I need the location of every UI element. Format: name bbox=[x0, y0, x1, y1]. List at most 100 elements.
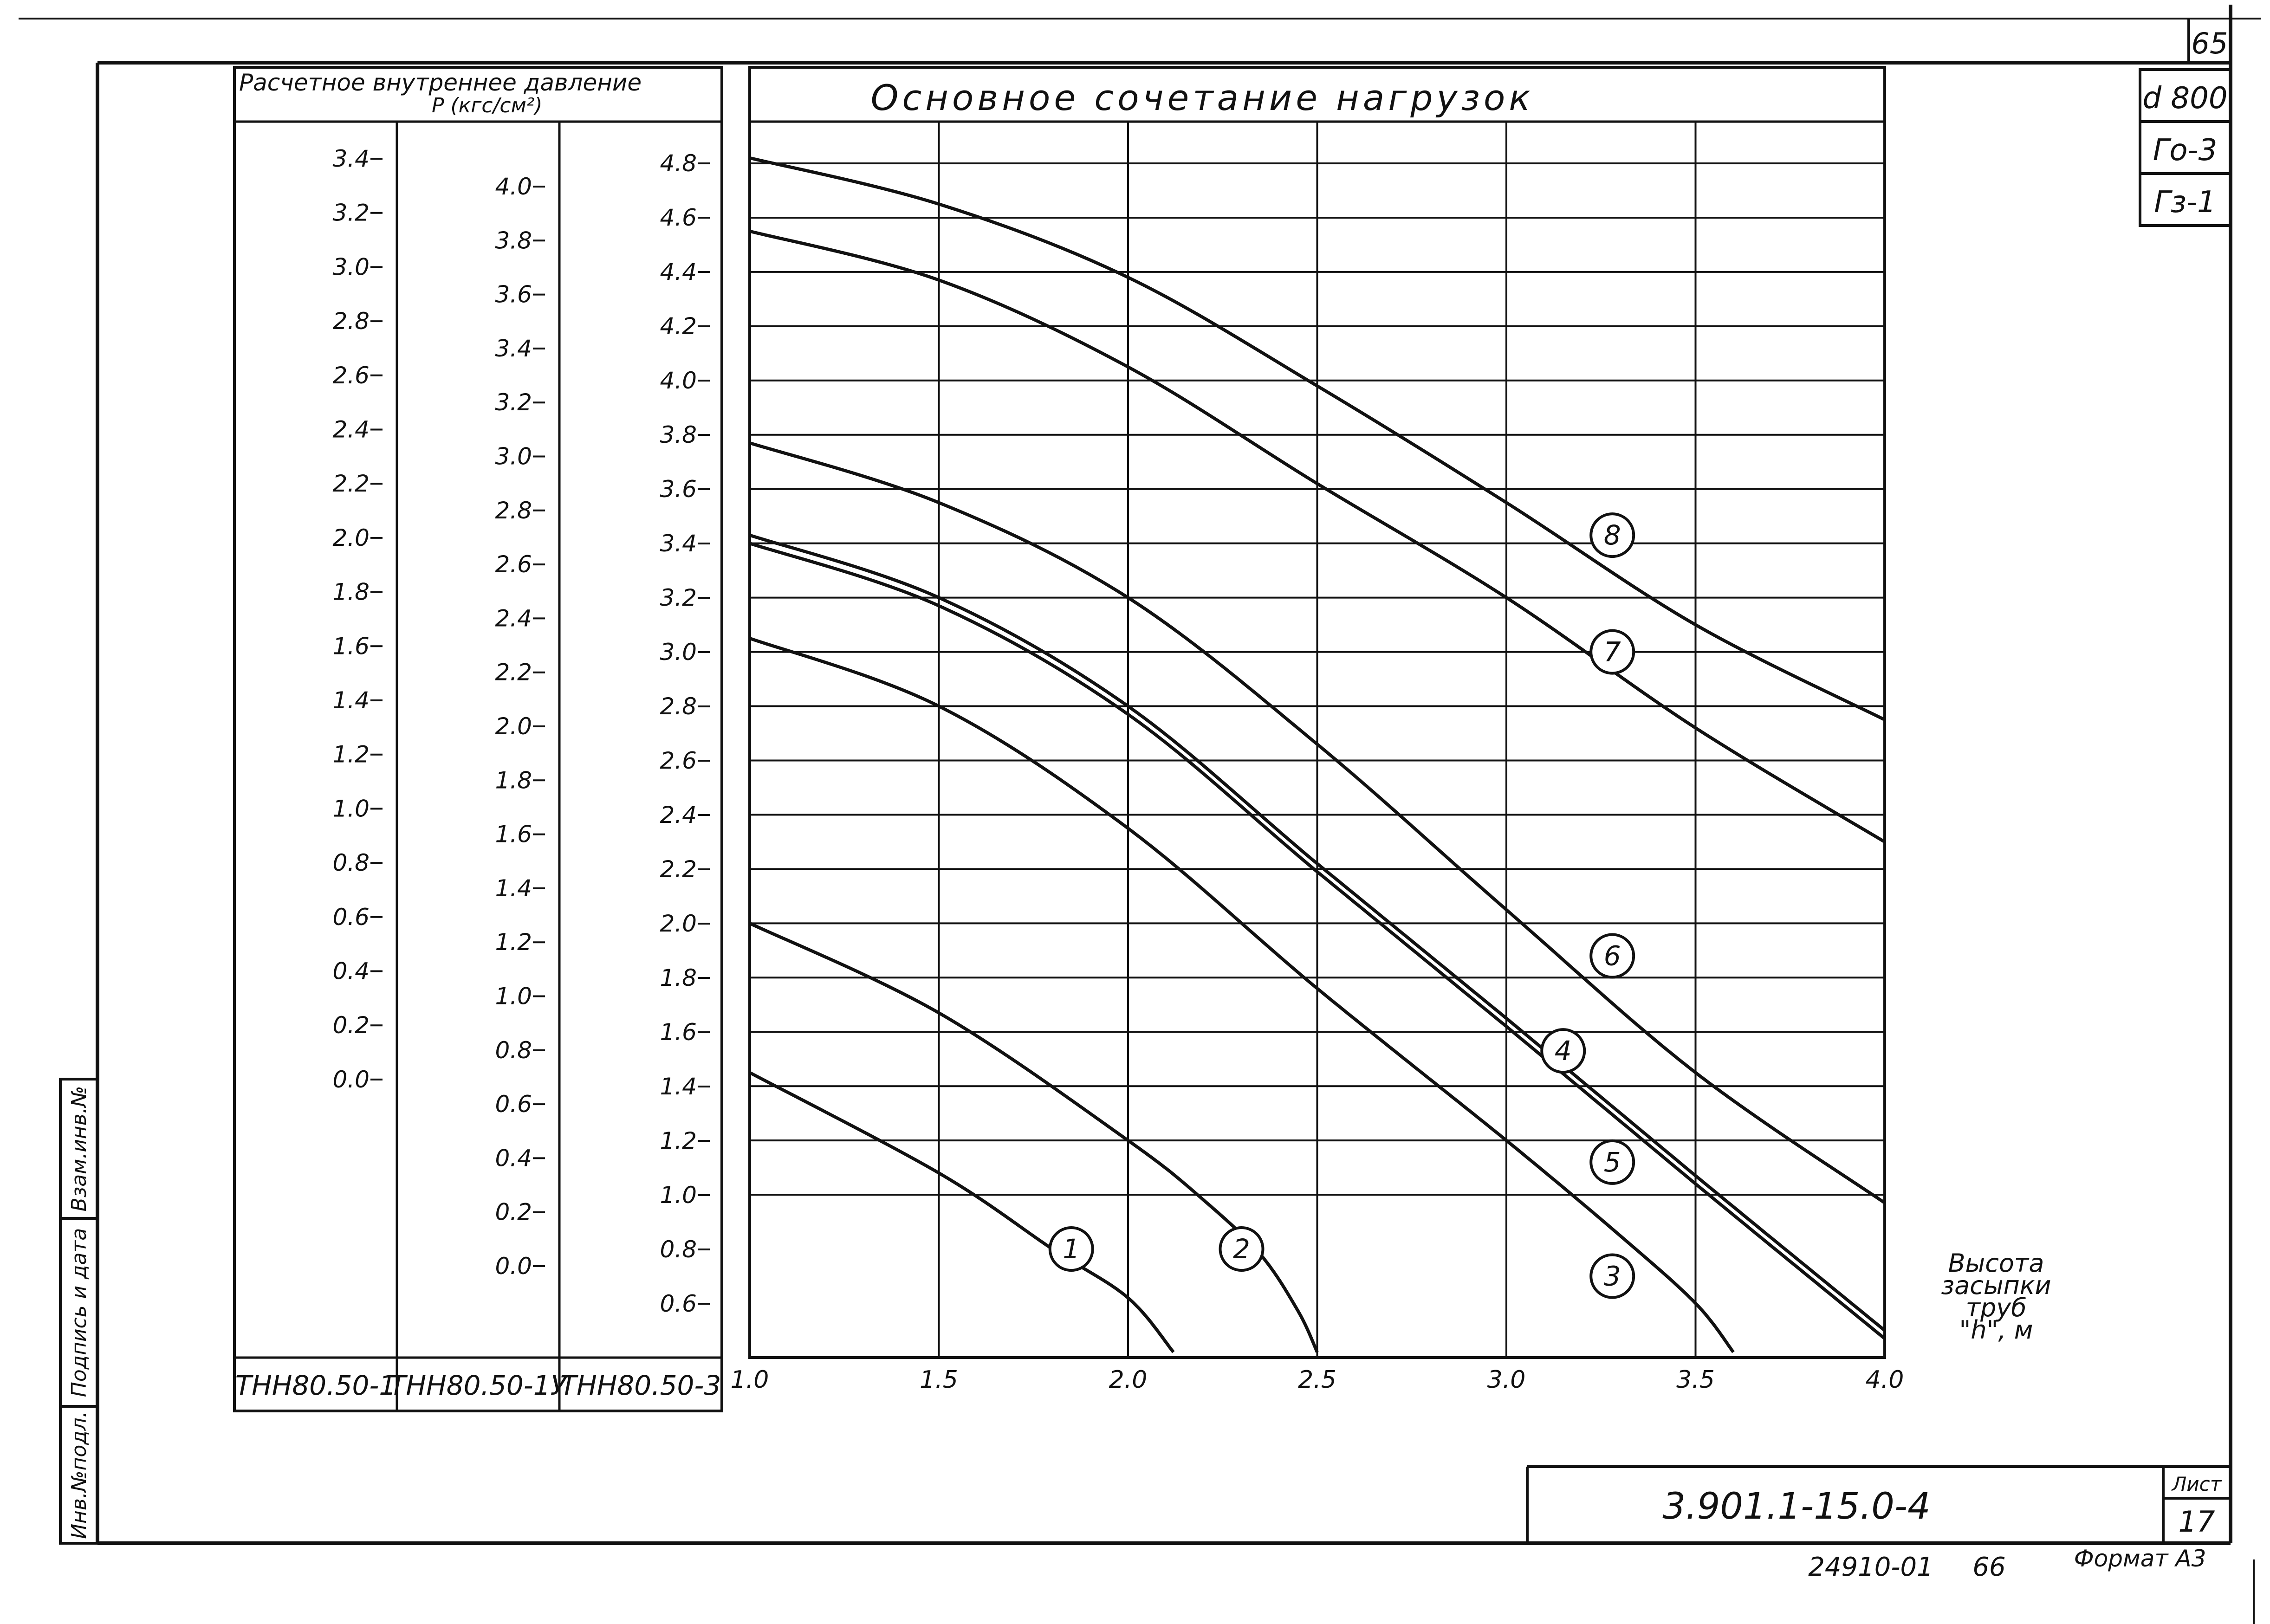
pressure-tick-label: 1.4 bbox=[660, 1073, 697, 1100]
curve-marker-label: 8 bbox=[1604, 519, 1621, 551]
parameter-boxes: d 800 Го-3 Гз-1 bbox=[2139, 68, 2232, 227]
pipe-column-name-1: ТНН80.50-1 bbox=[235, 1370, 396, 1401]
pressure-tick-label: 4.6 bbox=[660, 204, 697, 231]
x-tick-label: 2.0 bbox=[1109, 1366, 1148, 1394]
pressure-tick-label: 1.2 bbox=[332, 741, 370, 768]
pressure-tick-label: 3.2 bbox=[332, 200, 370, 226]
pipe-column-name-2: ТНН80.50-1У bbox=[389, 1370, 569, 1401]
sheet-frame bbox=[19, 5, 2261, 1624]
pressure-tick-label: 0.6 bbox=[660, 1290, 697, 1317]
curve-marker-circle bbox=[1589, 512, 1635, 558]
pressure-tick-label: 4.0 bbox=[495, 173, 532, 200]
pressure-tick-label: 0.4 bbox=[495, 1145, 532, 1171]
pressure-tick-label: 2.2 bbox=[660, 856, 697, 883]
pressure-tick-label: 0.0 bbox=[495, 1253, 532, 1280]
curve-marker-circle bbox=[1589, 933, 1635, 979]
curve-4 bbox=[750, 533, 1885, 1332]
x-tick-label: 1.5 bbox=[920, 1366, 958, 1394]
pressure-tick-label: 2.4 bbox=[495, 605, 532, 632]
pressure-tick-label: 4.8 bbox=[660, 150, 697, 177]
pipe-column-name-3: ТНН80.50-3 bbox=[560, 1370, 721, 1401]
stamp-signature-date: Подпись и дата bbox=[67, 1228, 91, 1397]
pressure-tick-label: 3.0 bbox=[660, 639, 697, 666]
pressure-tick-label: 2.8 bbox=[495, 497, 532, 524]
x-tick-labels: 1.0 1.5 2.0 2.5 3.0 3.5 4.0 bbox=[731, 1366, 1904, 1394]
x-tick-label: 2.5 bbox=[1298, 1366, 1336, 1394]
stamp-inv-orig: Инв.№подл. bbox=[67, 1411, 91, 1539]
title-block: 3.901.1-15.0-4 Лист 17 24910-01 66 Форма… bbox=[1526, 1465, 2231, 1582]
pressure-tick-label: 1.6 bbox=[660, 1019, 697, 1046]
pressure-tick-label: 2.6 bbox=[660, 747, 697, 774]
pressure-tick-label: 2.6 bbox=[495, 551, 532, 578]
pressure-tick-label: 0.6 bbox=[495, 1091, 532, 1118]
x-tick-label: 3.5 bbox=[1676, 1366, 1715, 1394]
pressure-tick-label: 2.2 bbox=[495, 659, 532, 686]
curve-marker-circle bbox=[1048, 1226, 1094, 1272]
curve-marker-circle bbox=[1540, 1028, 1586, 1074]
page-number-box: 65 bbox=[2187, 19, 2228, 63]
pressure-tick-label: 2.8 bbox=[660, 693, 697, 720]
pressure-tick-label: 1.4 bbox=[495, 875, 532, 902]
pressure-tick-label: 0.2 bbox=[332, 1012, 370, 1039]
x-tick-label: 1.0 bbox=[731, 1366, 769, 1394]
pressure-tick-label: 0.8 bbox=[332, 849, 370, 876]
curve-marker-7: 7 bbox=[1589, 629, 1635, 675]
curve-marker-circle bbox=[1589, 1253, 1635, 1299]
pressure-tick-label: 2.0 bbox=[332, 524, 370, 551]
pressure-tick-label: 3.6 bbox=[660, 476, 697, 503]
stamp-replacement-inv: Взам.инв.№ bbox=[67, 1086, 91, 1212]
pressure-scale-table: Расчетное внутреннее давление P (кгс/см²… bbox=[233, 66, 723, 1412]
chart-title: Основное сочетание нагрузок bbox=[871, 77, 1534, 118]
left-stamp: Инв.№подл. Подпись и дата Взам.инв.№ bbox=[59, 1078, 99, 1545]
curve-5 bbox=[750, 542, 1885, 1340]
pressure-tick-label: 1.0 bbox=[495, 983, 532, 1010]
curve-3 bbox=[750, 637, 1735, 1353]
curve-marker-2: 2 bbox=[1219, 1226, 1265, 1272]
x-axis-label: Высота засыпки труб "h", м bbox=[1941, 1249, 2051, 1345]
pressure-tick-label: 4.4 bbox=[660, 259, 697, 285]
pressure-tick-label: 3.4 bbox=[660, 530, 697, 557]
x-tick-label: 3.0 bbox=[1487, 1366, 1526, 1394]
curve-7 bbox=[750, 229, 1885, 843]
pressure-table-unit: P (кгс/см²) bbox=[432, 94, 543, 117]
document-code: 3.901.1-15.0-4 bbox=[1662, 1486, 1930, 1527]
pressure-tick-label: 0.2 bbox=[495, 1199, 532, 1226]
x-tick-label: 4.0 bbox=[1866, 1366, 1904, 1394]
curve-marker-circle bbox=[1219, 1226, 1265, 1272]
bottom-stamp-code: 24910-01 bbox=[1808, 1552, 1933, 1582]
curve-series bbox=[750, 156, 1885, 1353]
curve-marker-1: 1 bbox=[1048, 1226, 1094, 1272]
diameter-label: d 800 bbox=[2142, 81, 2227, 116]
curve-marker-label: 6 bbox=[1604, 940, 1621, 972]
pressure-tick-label: 3.4 bbox=[332, 145, 370, 172]
curve-marker-circle bbox=[1589, 629, 1635, 675]
pressure-tick-label: 0.4 bbox=[332, 958, 370, 985]
pressure-tick-label: 1.6 bbox=[332, 633, 370, 660]
pressure-tick-label: 1.0 bbox=[332, 795, 370, 822]
pressure-tick-label: 0.0 bbox=[332, 1066, 370, 1093]
curve-marker-5: 5 bbox=[1589, 1139, 1635, 1185]
curve-1 bbox=[750, 1071, 1175, 1353]
curve-markers: 1 2 3 4 5 6 7 8 bbox=[1048, 512, 1635, 1299]
curve-marker-label: 7 bbox=[1604, 636, 1621, 668]
bottom-stamp-number: 66 bbox=[1972, 1552, 2005, 1582]
pressure-tick-label: 2.8 bbox=[332, 308, 370, 335]
pressure-table-header: Расчетное внутреннее давление bbox=[239, 69, 642, 96]
pressure-tick-label: 1.2 bbox=[495, 929, 532, 956]
pressure-tick-label: 3.0 bbox=[495, 443, 532, 470]
pressure-tick-label: 3.6 bbox=[495, 281, 532, 308]
pressure-tick-label: 1.6 bbox=[495, 821, 532, 848]
curve-6 bbox=[750, 441, 1885, 1204]
sheet-number: 17 bbox=[2179, 1505, 2215, 1539]
pressure-tick-label: 1.2 bbox=[660, 1127, 697, 1154]
curve-marker-8: 8 bbox=[1589, 512, 1635, 558]
page-number-top: 65 bbox=[2192, 26, 2228, 60]
pressure-tick-label: 3.2 bbox=[660, 584, 697, 611]
curve-marker-label: 5 bbox=[1604, 1146, 1621, 1178]
pressure-tick-label: 2.6 bbox=[332, 362, 370, 389]
pressure-tick-label: 3.0 bbox=[332, 253, 370, 280]
pressure-tick-label: 0.8 bbox=[660, 1236, 697, 1263]
pressure-tick-label: 3.4 bbox=[495, 335, 532, 362]
pressure-tick-label: 3.2 bbox=[495, 389, 532, 416]
